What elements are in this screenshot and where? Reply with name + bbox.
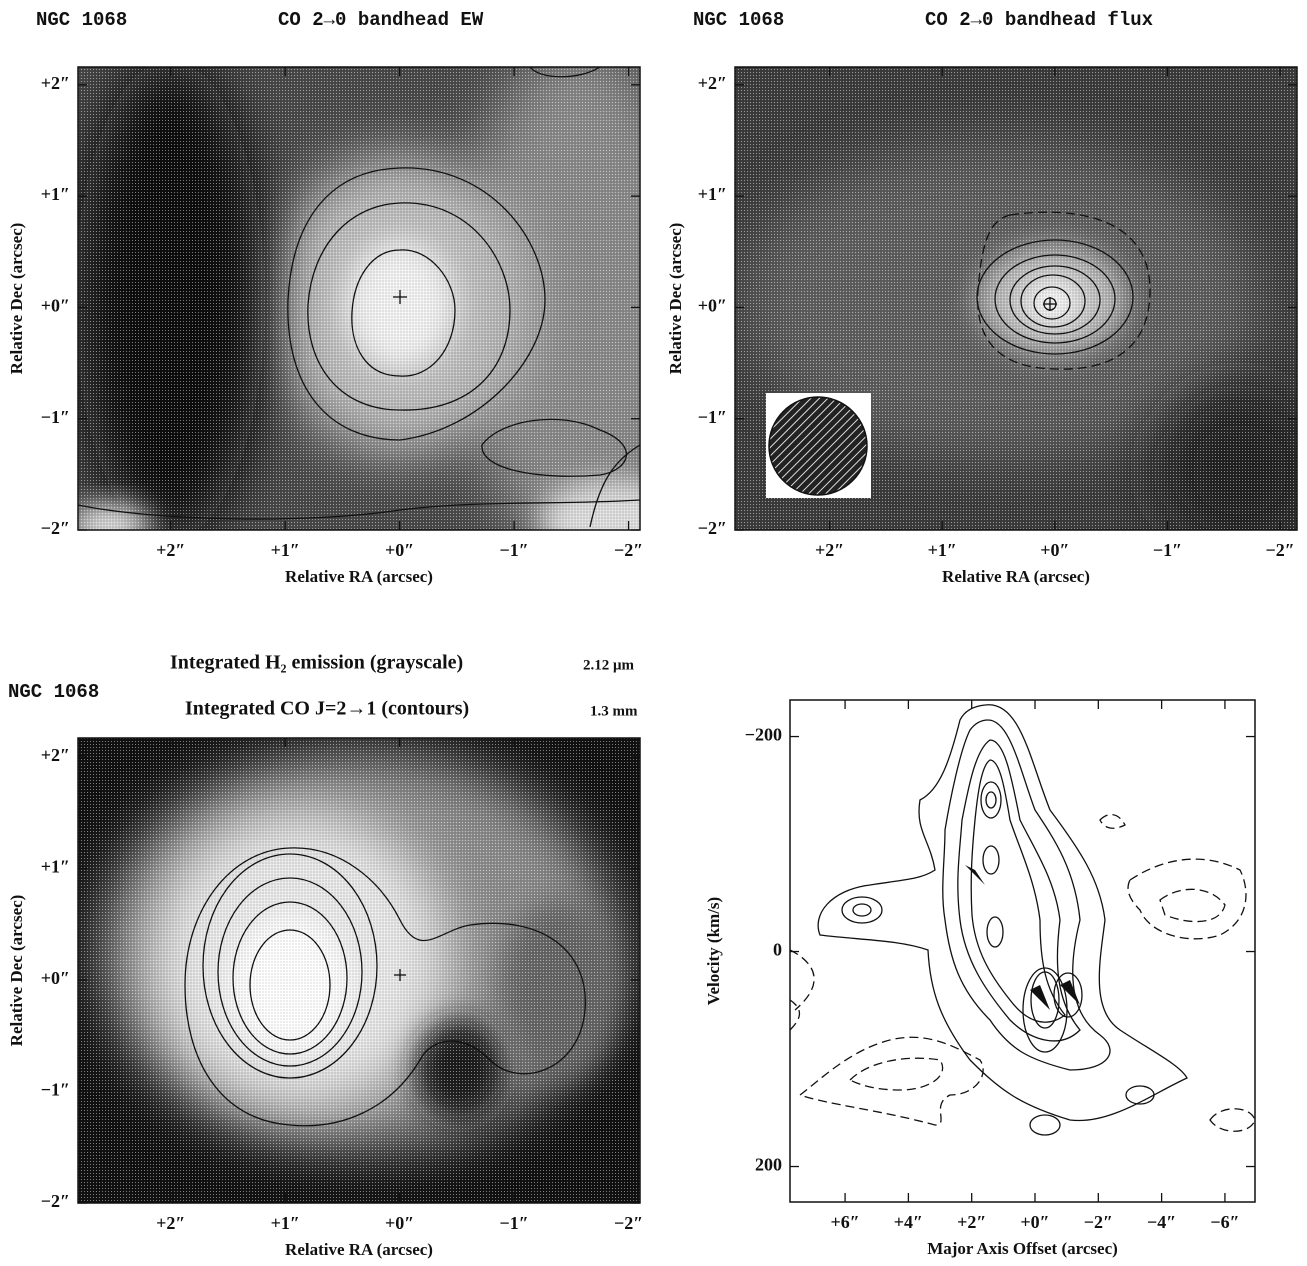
- wavelength: 2.12 μm: [583, 657, 635, 673]
- y-axis-label: Relative Dec (arcsec): [7, 223, 26, 375]
- x-tick-label: −6″: [1210, 1212, 1239, 1232]
- x-tick-label: +2″: [815, 540, 844, 560]
- y-tick-label: +2″: [41, 73, 70, 93]
- pv-contours: [790, 705, 1255, 1135]
- x-tick-label: −2″: [614, 1213, 643, 1233]
- object-label: NGC 1068: [8, 681, 99, 703]
- x-axis-label: Major Axis Offset (arcsec): [927, 1239, 1118, 1258]
- x-tick-label: −1″: [499, 540, 528, 560]
- x-tick-label: +2″: [156, 540, 185, 560]
- y-tick-label: +2″: [41, 745, 70, 765]
- x-tick-label: +0″: [1040, 540, 1069, 560]
- panel-title: CO 2→0 bandhead flux: [925, 9, 1153, 31]
- x-tick-label: +4″: [894, 1212, 923, 1232]
- panel-title: CO 2→0 bandhead EW: [278, 9, 484, 31]
- x-tick-label: −2″: [614, 540, 643, 560]
- panel-subtitle: Integrated CO J=2→1 (contours): [185, 698, 469, 720]
- x-tick-label: +6″: [830, 1212, 859, 1232]
- y-tick-label: −2″: [41, 518, 70, 538]
- y-tick-label: −1″: [698, 407, 727, 427]
- y-tick-label: −2″: [41, 1191, 70, 1211]
- y-tick-label: −1″: [41, 407, 70, 427]
- x-tick-label: +1″: [271, 540, 300, 560]
- object-label: NGC 1068: [693, 9, 784, 31]
- x-axis-label: Relative RA (arcsec): [285, 567, 433, 586]
- y-tick-label: +1″: [698, 184, 727, 204]
- wavelength: 1.3 mm: [590, 703, 638, 719]
- y-tick-label: −200: [745, 725, 782, 745]
- x-tick-label: +0″: [385, 1213, 414, 1233]
- x-tick-label: −2″: [1266, 540, 1295, 560]
- x-tick-label: −1″: [499, 1213, 528, 1233]
- y-axis-label: Relative Dec (arcsec): [7, 895, 26, 1047]
- x-tick-label: −4″: [1147, 1212, 1176, 1232]
- y-tick-label: +2″: [698, 73, 727, 93]
- x-tick-label: −2″: [1084, 1212, 1113, 1232]
- y-axis-label: Relative Dec (arcsec): [666, 223, 685, 375]
- y-tick-label: 0: [773, 940, 782, 960]
- y-tick-label: +1″: [41, 857, 70, 877]
- ew-map: [70, 40, 700, 560]
- object-label: NGC 1068: [36, 9, 127, 31]
- y-tick-label: 200: [755, 1155, 782, 1175]
- flux-map: [735, 67, 1307, 550]
- x-tick-label: +1″: [271, 1213, 300, 1233]
- x-tick-label: +0″: [1020, 1212, 1049, 1232]
- x-axis-label: Relative RA (arcsec): [942, 567, 1090, 586]
- x-tick-label: −1″: [1153, 540, 1182, 560]
- x-axis-label: Relative RA (arcsec): [285, 1240, 433, 1259]
- h2-map: [78, 738, 640, 1203]
- x-tick-label: +1″: [928, 540, 957, 560]
- x-tick-label: +0″: [385, 540, 414, 560]
- y-tick-label: +0″: [41, 968, 70, 988]
- x-tick-label: +2″: [957, 1212, 986, 1232]
- y-axis-label: Velocity (km/s): [704, 897, 723, 1005]
- y-tick-label: +0″: [41, 296, 70, 316]
- y-tick-label: −2″: [698, 518, 727, 538]
- panel-title: Integrated H₂ emission (grayscale): [170, 652, 463, 674]
- figure: NGC 1068 CO 2→0 bandhead EW NGC 1068 CO …: [0, 0, 1307, 1266]
- y-tick-label: +0″: [698, 296, 727, 316]
- y-tick-label: +1″: [41, 184, 70, 204]
- x-tick-label: +2″: [156, 1213, 185, 1233]
- y-tick-label: −1″: [41, 1080, 70, 1100]
